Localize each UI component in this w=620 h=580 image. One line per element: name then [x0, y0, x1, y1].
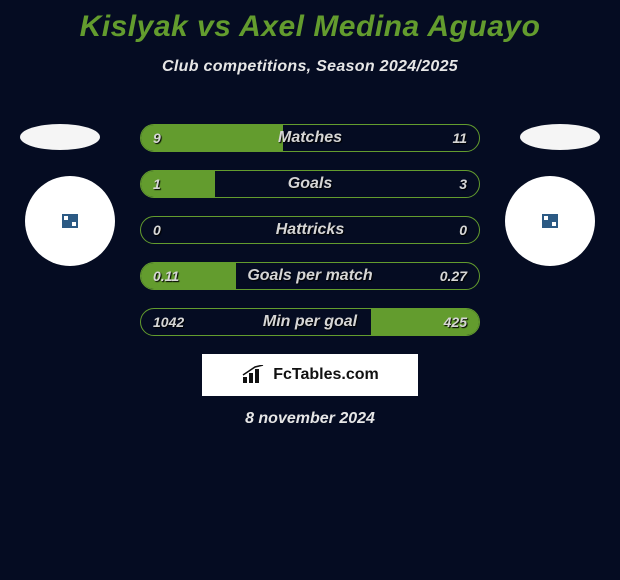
- flag-right: [520, 124, 600, 150]
- bar-fill-left: [141, 263, 236, 289]
- bar-value-right: 11: [452, 125, 467, 151]
- brand-text: FcTables.com: [273, 366, 379, 384]
- bar-label: Hattricks: [141, 217, 479, 243]
- bar-value-left: 1042: [153, 309, 184, 335]
- bar-value-right: 0.27: [440, 263, 467, 289]
- date-line: 8 november 2024: [0, 410, 620, 428]
- stat-row: 911Matches: [140, 124, 480, 152]
- stats-bars: 911Matches 13Goals 0 0Hattricks 0.110.27Goal…: [140, 124, 480, 354]
- bar-value-left: 0: [153, 217, 161, 243]
- bar-fill-left: [141, 171, 215, 197]
- bar-value-right: 0: [459, 217, 467, 243]
- stat-row: 0.110.27Goals per match: [140, 262, 480, 290]
- avatar-left: [25, 176, 115, 266]
- stat-row: 1042425Min per goal: [140, 308, 480, 336]
- chart-icon: [241, 365, 267, 385]
- bar-fill-right: [371, 309, 479, 335]
- brand-box: FcTables.com: [202, 354, 418, 396]
- avatar-placeholder-icon: [542, 214, 558, 228]
- flag-left: [20, 124, 100, 150]
- page-title: Kislyak vs Axel Medina Aguayo: [0, 0, 620, 44]
- avatar-right: [505, 176, 595, 266]
- avatar-placeholder-icon: [62, 214, 78, 228]
- stat-row: 13Goals: [140, 170, 480, 198]
- stat-row: 0 0Hattricks: [140, 216, 480, 244]
- bar-fill-left: [141, 125, 283, 151]
- bar-value-right: 3: [459, 171, 467, 197]
- subtitle: Club competitions, Season 2024/2025: [0, 58, 620, 76]
